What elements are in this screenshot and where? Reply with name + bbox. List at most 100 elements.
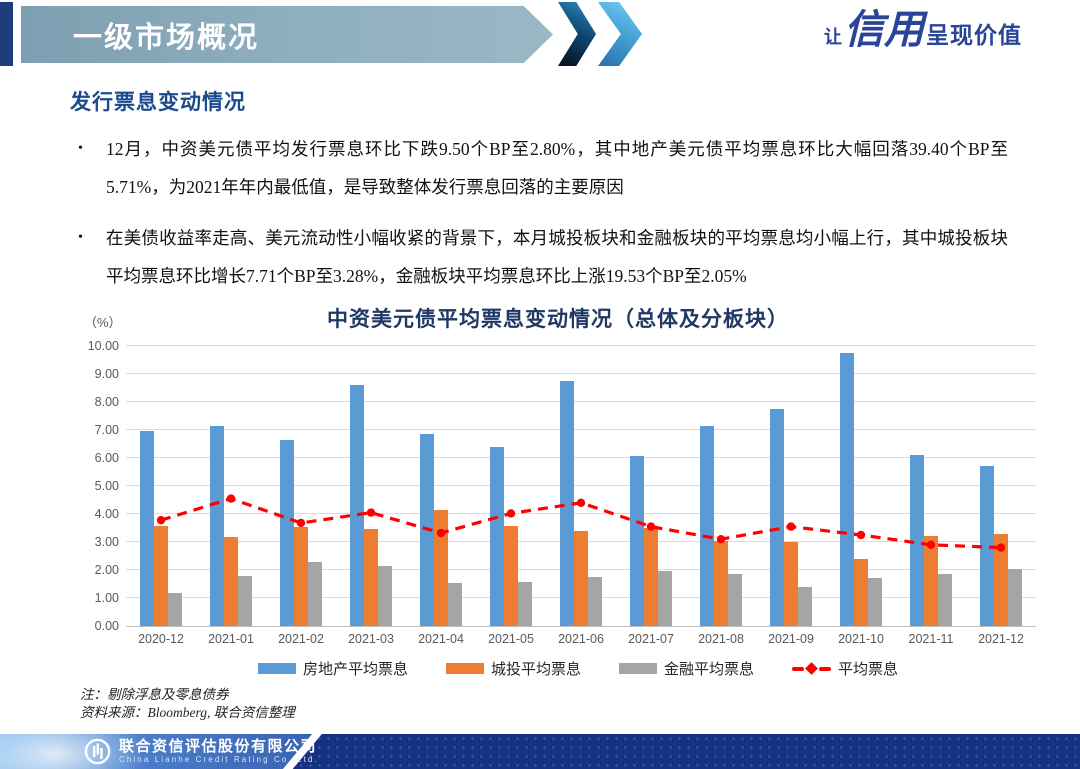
x-axis-tick-label: 2021-11: [908, 632, 954, 646]
bar: [238, 576, 252, 626]
bar-group: [686, 346, 756, 626]
bullet-icon: •: [78, 141, 83, 156]
bar: [574, 530, 588, 626]
bar-group: [266, 346, 336, 626]
bar: [868, 577, 882, 626]
chart-title: 中资美元债平均票息变动情况（总体及分板块）: [327, 308, 789, 331]
bar: [1008, 568, 1022, 626]
bar: [140, 431, 154, 626]
bar: [154, 525, 168, 626]
bar-group: [546, 346, 616, 626]
legend-item: 金融平均票息: [619, 658, 754, 679]
bar: [350, 385, 364, 626]
bar: [980, 466, 994, 626]
y-axis-tick-label: 2.00: [94, 563, 119, 577]
company-name-en: China Lianhe Credit Rating Co.,Ltd.: [119, 754, 319, 764]
slogan-suffix: 呈现价值: [926, 22, 1022, 48]
footer-band: 联合资信评估股份有限公司 China Lianhe Credit Rating …: [0, 734, 1080, 769]
x-axis-tick-label: 2021-03: [348, 632, 394, 646]
bar: [714, 541, 728, 626]
bar: [938, 574, 952, 626]
bullet-item: • 12月，中资美元债平均发行票息环比下跌9.50个BP至2.80%，其中地产美…: [72, 130, 1008, 206]
dash-icon: [819, 666, 832, 671]
bar: [644, 528, 658, 626]
x-axis-tick-label: 2021-02: [278, 632, 324, 646]
y-axis-tick-label: 10.00: [87, 339, 119, 353]
legend-swatch: [619, 663, 657, 674]
slogan-prefix: 让: [824, 27, 842, 47]
y-axis-tick-label: 8.00: [94, 395, 119, 409]
footer-glow-decoration: [0, 734, 140, 769]
legend-swatch: [445, 663, 484, 674]
chart-plot: 0.00 1.00 2.00 3.00 4.00 5.00 6.00 7.00 8.00 9.00…: [88, 339, 1036, 633]
left-accent-bar: [0, 2, 13, 66]
x-axis-tick-label: 2021-12: [978, 632, 1024, 646]
x-axis-tick-label: 2021-09: [768, 632, 814, 646]
y-axis-tick-label: 6.00: [94, 451, 119, 465]
gridline: [126, 373, 1036, 374]
lianhe-logo-icon: [84, 738, 111, 765]
bar: [798, 586, 812, 626]
chevron-icon: [598, 2, 642, 66]
bar: [364, 529, 378, 626]
footer-left-band: [0, 734, 313, 769]
bullet-icon: •: [78, 230, 83, 245]
legend-item: 平均票息: [792, 658, 898, 679]
bar: [378, 565, 392, 626]
bar: [504, 526, 518, 626]
bar: [434, 509, 448, 626]
legend-label: 房地产平均票息: [302, 661, 408, 678]
bar-group: [336, 346, 406, 626]
x-axis-tick-label: 2020-12: [138, 632, 184, 646]
y-axis-tick-label: 7.00: [94, 423, 119, 437]
legend-label: 平均票息: [838, 661, 899, 678]
slogan-brand: 信用: [844, 6, 924, 53]
bar: [224, 536, 238, 626]
footer-company: 联合资信评估股份有限公司 China Lianhe Credit Rating …: [119, 738, 319, 765]
x-axis-tick-label: 2021-04: [418, 632, 464, 646]
gridline: [126, 429, 1036, 430]
bar: [490, 447, 504, 626]
bar: [280, 439, 294, 626]
bar-group: [896, 346, 966, 626]
bullet-text: 在美债收益率走高、美元流动性小幅收紧的背景下，本月城投板块和金融板块的平均票息均…: [106, 228, 1008, 286]
footnote-line: 资料来源：Bloomberg, 联合资信整理: [80, 705, 295, 720]
legend-swatch: [257, 663, 296, 674]
bar: [210, 425, 224, 626]
x-axis-tick-label: 2021-08: [698, 632, 744, 646]
x-axis-tick-label: 2021-06: [558, 632, 604, 646]
page-title: 一级市场概况: [73, 21, 260, 54]
bullet-item: • 在美债收益率走高、美元流动性小幅收紧的背景下，本月城投板块和金融板块的平均票…: [72, 219, 1008, 295]
y-axis-tick-label: 3.00: [94, 535, 119, 549]
diamond-marker-icon: [805, 662, 818, 675]
section-heading: 发行票息变动情况: [70, 91, 246, 114]
footer-brand: 联合资信评估股份有限公司 China Lianhe Credit Rating …: [84, 734, 319, 769]
bar-group: [756, 346, 826, 626]
y-axis-unit-label: （%）: [84, 315, 122, 330]
chart: （%） 中资美元债平均票息变动情况（总体及分板块） 0.00 1.00 2.00 3.…: [78, 303, 1038, 679]
bar: [294, 526, 308, 626]
bar: [560, 381, 574, 626]
bar: [588, 577, 602, 626]
bar-group: [476, 346, 546, 626]
gridline: [126, 485, 1036, 486]
footnote-line: 注：剔除浮息及零息债券: [80, 687, 229, 702]
legend-item: 城投平均票息: [445, 658, 581, 679]
bar-group: [616, 346, 686, 626]
bar: [168, 593, 182, 626]
bar: [518, 582, 532, 626]
bar-group: [966, 346, 1036, 626]
bar: [910, 455, 924, 626]
dash-icon: [792, 666, 805, 671]
footer-right-band: [292, 734, 1080, 769]
chevron-icon: [558, 2, 596, 66]
gridline: [126, 626, 1036, 627]
y-axis-tick-label: 5.00: [94, 479, 119, 493]
bullet-text: 12月，中资美元债平均发行票息环比下跌9.50个BP至2.80%，其中地产美元债…: [106, 139, 1008, 197]
gridline: [126, 345, 1036, 346]
footnotes: 注：剔除浮息及零息债券 资料来源：Bloomberg, 联合资信整理: [80, 686, 295, 722]
bar-group: [826, 346, 896, 626]
bar: [630, 455, 644, 626]
bar: [700, 425, 714, 626]
